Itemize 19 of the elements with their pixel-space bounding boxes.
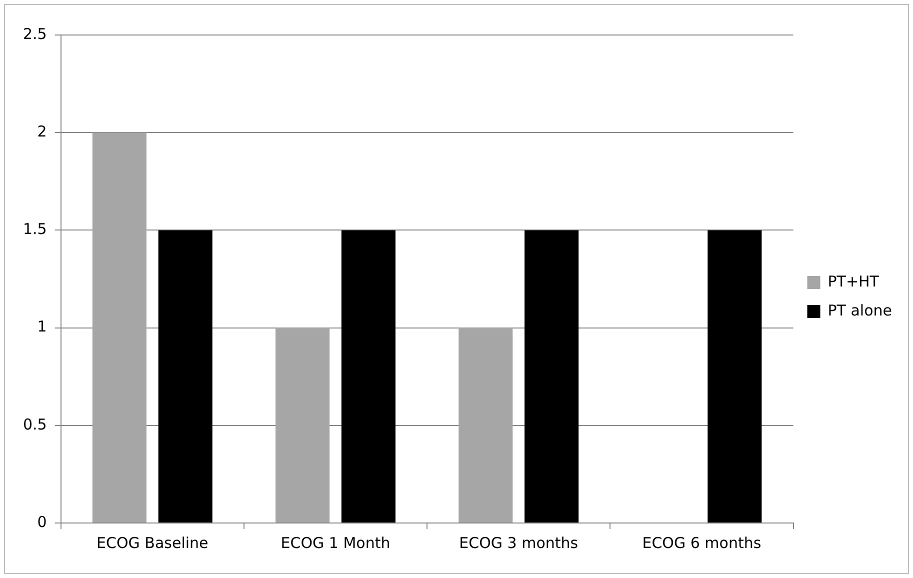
y-tick-label: 0 <box>37 512 47 531</box>
y-tick-label: 1 <box>37 318 47 336</box>
legend-label: PT alone <box>828 301 892 320</box>
bar <box>158 230 212 522</box>
bar <box>276 328 330 522</box>
x-tick-label: ECOG 1 Month <box>280 534 390 552</box>
legend-label: PT+HT <box>828 272 880 290</box>
y-tick-label: 2 <box>37 122 47 140</box>
bar <box>92 132 146 522</box>
bar <box>708 230 762 522</box>
x-tick-label: ECOG Baseline <box>96 534 208 552</box>
y-tick-label: 0.5 <box>22 415 47 434</box>
bar <box>458 328 513 522</box>
bar <box>524 230 579 522</box>
x-tick-label: ECOG 6 months <box>642 534 762 552</box>
y-tick-label: 2.5 <box>22 24 47 43</box>
bar <box>341 230 396 522</box>
x-tick-label: ECOG 3 months <box>459 534 578 552</box>
y-tick-label: 1.5 <box>22 220 47 238</box>
